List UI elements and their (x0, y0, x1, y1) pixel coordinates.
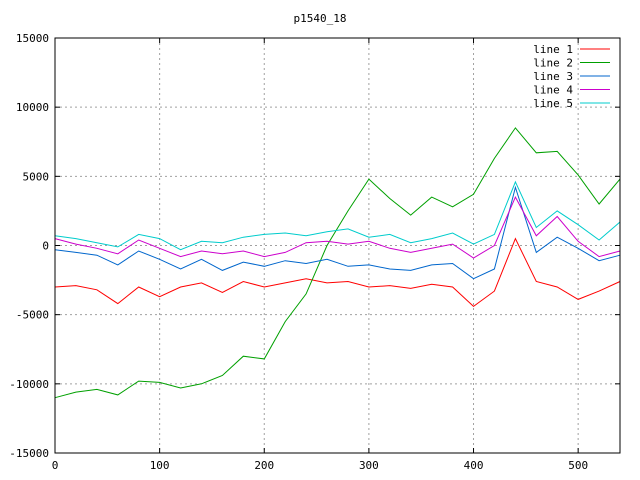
series-line-4 (54, 195, 621, 259)
legend-label: line 3 (533, 70, 573, 83)
y-tick-label: 10000 (16, 101, 49, 114)
chart-title: p1540_18 (293, 12, 347, 25)
grid (55, 38, 620, 453)
x-tick-label: 200 (254, 459, 274, 472)
y-tick-label: 5000 (23, 170, 50, 183)
legend-label: line 4 (533, 84, 573, 97)
y-tick-label: 15000 (16, 32, 49, 45)
x-tick-label: 500 (568, 459, 588, 472)
legend-label: line 5 (533, 97, 573, 110)
series-line-5 (54, 180, 621, 251)
x-tick-label: 100 (150, 459, 170, 472)
y-tick-label: -5000 (16, 309, 49, 322)
series-line-1 (54, 237, 621, 308)
y-tick-label: 0 (42, 240, 49, 253)
legend-label: line 1 (533, 43, 573, 56)
x-tick-label: 300 (359, 459, 379, 472)
series-line-2 (54, 127, 621, 399)
y-tick-label: -10000 (9, 378, 49, 391)
series-group (54, 127, 621, 399)
x-tick-label: 0 (52, 459, 59, 472)
legend-label: line 2 (533, 57, 573, 70)
x-tick-label: 400 (464, 459, 484, 472)
series-line-3 (54, 185, 621, 280)
tick-labels: 0 100 200 300 400 500 -15000 -10000 -5000 0 5000 10… (9, 32, 620, 472)
y-tick-label: -15000 (9, 447, 49, 460)
